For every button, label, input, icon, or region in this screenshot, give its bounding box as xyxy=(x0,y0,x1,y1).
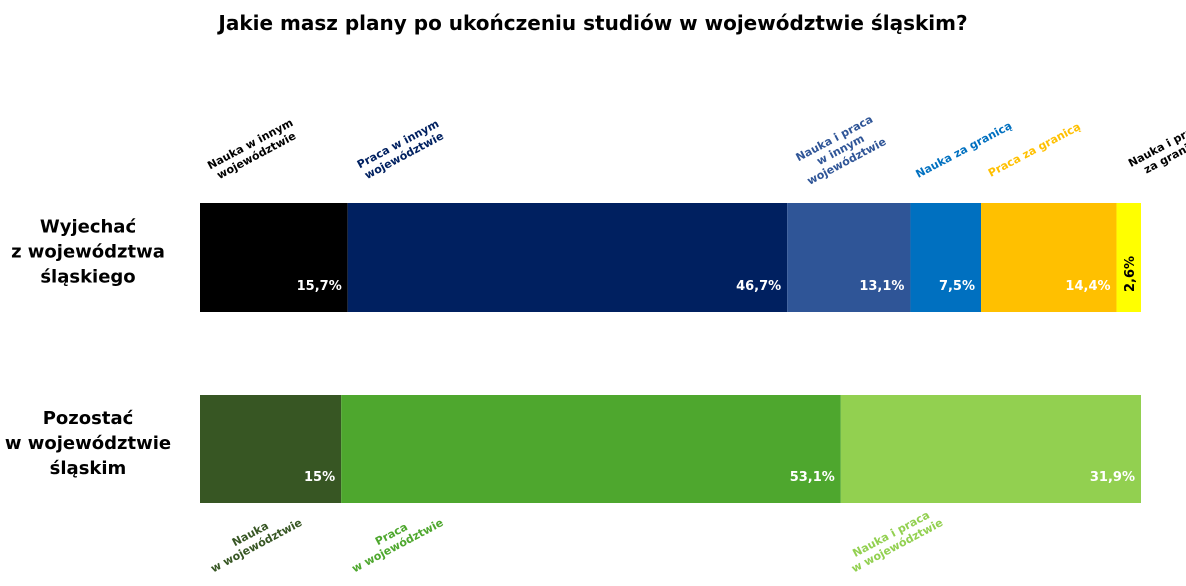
series-label: Naukaw województwie xyxy=(202,505,304,576)
value-label: 13,1% xyxy=(859,279,904,294)
value-label: 15% xyxy=(304,470,335,485)
bar-segment xyxy=(840,395,1141,503)
value-label: 15,7% xyxy=(297,279,342,294)
series-label: Nauka w innymwojewództwie xyxy=(205,116,301,184)
category-label: Pozostać w województwie śląskim xyxy=(5,408,171,479)
value-label: 31,9% xyxy=(1090,470,1135,485)
bar-segment xyxy=(200,395,342,503)
series-label: Praca w innymwojewództwie xyxy=(355,117,447,183)
bar-segment xyxy=(910,203,982,312)
series-label: Nauka i pracaw województwie xyxy=(843,505,945,576)
bar-segment xyxy=(787,203,911,312)
chart-title: Jakie masz plany po ukończeniu studiów w… xyxy=(216,11,967,35)
value-label: 46,7% xyxy=(736,279,781,294)
value-label: 53,1% xyxy=(790,470,835,485)
category-label: Wyjechać z województwa śląskiego xyxy=(11,217,165,288)
series-label: Pracaw województwie xyxy=(344,505,446,576)
bar-segment xyxy=(981,203,1117,312)
series-label: Nauka i pracaza granicą xyxy=(1126,118,1186,181)
bar-segment xyxy=(200,203,348,312)
value-label: 2,6% xyxy=(1123,256,1138,292)
series-label: Nauka i pracaw innymwojewództwie xyxy=(793,112,889,188)
value-label: 7,5% xyxy=(939,279,975,294)
bar-segment xyxy=(1116,203,1141,312)
bar-segment xyxy=(347,203,788,312)
value-label: 14,4% xyxy=(1065,279,1110,294)
bar-segment xyxy=(341,395,841,503)
